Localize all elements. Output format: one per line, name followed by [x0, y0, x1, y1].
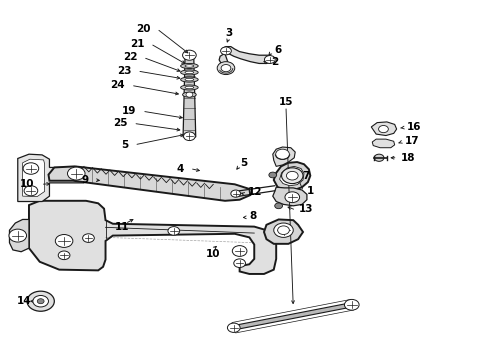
Ellipse shape	[180, 77, 198, 82]
Circle shape	[55, 234, 73, 247]
Circle shape	[23, 163, 39, 174]
Text: 5: 5	[240, 158, 247, 168]
Circle shape	[373, 154, 383, 161]
Polygon shape	[233, 303, 352, 330]
Text: 1: 1	[306, 186, 313, 196]
Circle shape	[274, 203, 282, 209]
Text: 15: 15	[278, 97, 293, 107]
Polygon shape	[29, 201, 276, 274]
Ellipse shape	[184, 86, 193, 89]
Circle shape	[268, 172, 276, 178]
Circle shape	[285, 192, 299, 203]
Circle shape	[167, 226, 179, 235]
Text: 10: 10	[205, 248, 220, 258]
Circle shape	[281, 168, 303, 184]
Circle shape	[37, 299, 44, 304]
Circle shape	[227, 323, 240, 332]
Text: 13: 13	[299, 204, 313, 215]
Ellipse shape	[180, 63, 198, 68]
Polygon shape	[272, 187, 306, 206]
Text: 3: 3	[225, 28, 232, 38]
Circle shape	[183, 132, 195, 140]
Text: 21: 21	[130, 39, 144, 49]
Circle shape	[220, 47, 231, 55]
Text: 8: 8	[249, 211, 256, 221]
Ellipse shape	[180, 85, 198, 90]
Circle shape	[277, 226, 289, 234]
Text: 12: 12	[247, 187, 262, 197]
Circle shape	[217, 62, 234, 75]
Polygon shape	[22, 159, 44, 197]
Text: 11: 11	[114, 222, 129, 232]
Text: 18: 18	[400, 153, 414, 163]
Circle shape	[24, 186, 38, 196]
Circle shape	[185, 92, 192, 97]
Ellipse shape	[184, 65, 193, 67]
Circle shape	[182, 50, 196, 60]
Polygon shape	[272, 147, 295, 166]
Circle shape	[378, 126, 387, 133]
Text: 4: 4	[176, 163, 183, 174]
Circle shape	[221, 64, 230, 72]
Circle shape	[230, 190, 240, 197]
Text: 22: 22	[122, 52, 137, 62]
Ellipse shape	[180, 70, 198, 75]
Circle shape	[82, 234, 94, 242]
Text: 5: 5	[121, 140, 128, 150]
Polygon shape	[18, 154, 88, 202]
Text: 14: 14	[17, 296, 32, 306]
Circle shape	[233, 259, 245, 267]
Text: 20: 20	[136, 24, 151, 34]
Polygon shape	[264, 220, 303, 244]
Polygon shape	[279, 166, 304, 186]
Text: 7: 7	[302, 171, 309, 181]
Text: 10: 10	[20, 179, 34, 189]
Polygon shape	[371, 139, 394, 148]
Circle shape	[9, 229, 26, 242]
Text: 6: 6	[274, 45, 282, 55]
Text: 24: 24	[110, 80, 125, 90]
Text: 2: 2	[271, 57, 278, 67]
Text: 25: 25	[113, 118, 127, 128]
Polygon shape	[219, 46, 273, 65]
Circle shape	[275, 149, 289, 159]
Circle shape	[27, 291, 54, 311]
Text: 16: 16	[406, 122, 420, 132]
Circle shape	[67, 167, 85, 180]
Text: 9: 9	[81, 175, 88, 185]
Text: 23: 23	[117, 66, 131, 76]
Polygon shape	[273, 162, 310, 190]
Circle shape	[273, 223, 293, 237]
Text: 17: 17	[404, 136, 418, 146]
Ellipse shape	[182, 92, 196, 97]
Circle shape	[33, 296, 48, 307]
Ellipse shape	[184, 78, 193, 81]
Polygon shape	[370, 122, 396, 135]
Circle shape	[264, 55, 275, 63]
Polygon shape	[9, 220, 29, 252]
Polygon shape	[48, 166, 250, 201]
Circle shape	[286, 171, 298, 180]
Ellipse shape	[184, 71, 193, 74]
Circle shape	[58, 251, 70, 260]
Circle shape	[232, 246, 246, 256]
Circle shape	[344, 300, 358, 310]
Text: 19: 19	[122, 106, 136, 116]
Polygon shape	[183, 58, 195, 137]
